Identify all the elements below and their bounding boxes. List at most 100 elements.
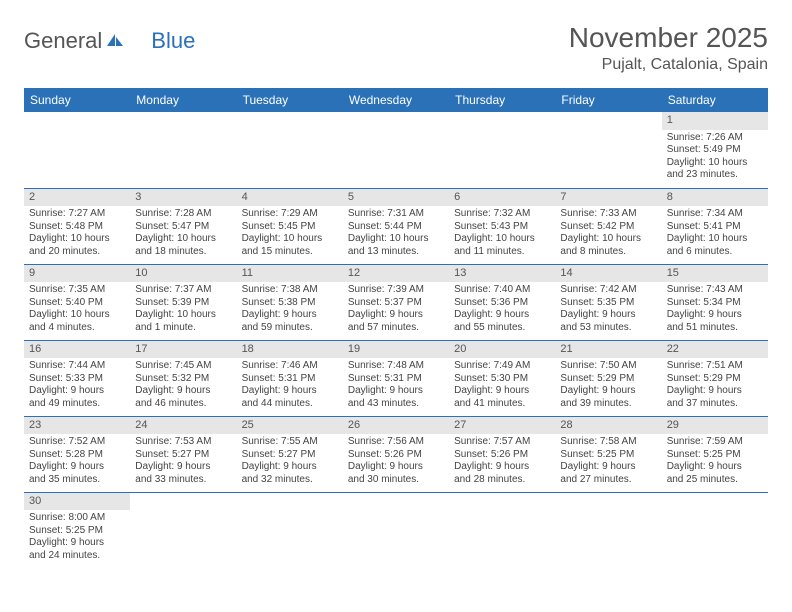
page-title: November 2025 [569,22,768,54]
sunrise-text: Sunrise: 7:40 AM [454,284,550,297]
daylight-text-2: and 43 minutes. [348,398,444,411]
day-number: 25 [237,417,343,435]
calendar-day-cell: 11Sunrise: 7:38 AMSunset: 5:38 PMDayligh… [237,264,343,340]
day-details: Sunrise: 7:28 AMSunset: 5:47 PMDaylight:… [130,206,236,262]
weekday-header: Saturday [662,88,768,112]
sunrise-text: Sunrise: 7:52 AM [29,436,125,449]
daylight-text-1: Daylight: 9 hours [560,309,656,322]
sunset-text: Sunset: 5:31 PM [348,373,444,386]
daylight-text-2: and 46 minutes. [135,398,231,411]
day-number: 11 [237,265,343,283]
day-number: 17 [130,341,236,359]
day-details: Sunrise: 7:39 AMSunset: 5:37 PMDaylight:… [343,282,449,338]
daylight-text-1: Daylight: 9 hours [667,309,763,322]
calendar-body: 1Sunrise: 7:26 AMSunset: 5:49 PMDaylight… [24,112,768,568]
calendar-day-cell: 4Sunrise: 7:29 AMSunset: 5:45 PMDaylight… [237,188,343,264]
daylight-text-1: Daylight: 9 hours [560,461,656,474]
weekday-header: Sunday [24,88,130,112]
day-details: Sunrise: 7:45 AMSunset: 5:32 PMDaylight:… [130,358,236,414]
sail-icon [105,28,125,54]
sunset-text: Sunset: 5:33 PM [29,373,125,386]
daylight-text-1: Daylight: 9 hours [560,385,656,398]
sunset-text: Sunset: 5:28 PM [29,449,125,462]
day-details: Sunrise: 7:50 AMSunset: 5:29 PMDaylight:… [555,358,661,414]
sunrise-text: Sunrise: 7:51 AM [667,360,763,373]
day-number: 7 [555,189,661,207]
day-details: Sunrise: 7:57 AMSunset: 5:26 PMDaylight:… [449,434,555,490]
sunrise-text: Sunrise: 7:48 AM [348,360,444,373]
sunset-text: Sunset: 5:49 PM [667,144,763,157]
day-number: 4 [237,189,343,207]
sunset-text: Sunset: 5:31 PM [242,373,338,386]
calendar-day-cell: 22Sunrise: 7:51 AMSunset: 5:29 PMDayligh… [662,340,768,416]
calendar-empty-cell [24,112,130,188]
daylight-text-2: and 15 minutes. [242,246,338,259]
sunrise-text: Sunrise: 7:32 AM [454,208,550,221]
daylight-text-1: Daylight: 10 hours [560,233,656,246]
daylight-text-2: and 23 minutes. [667,169,763,182]
day-number: 28 [555,417,661,435]
daylight-text-1: Daylight: 9 hours [667,461,763,474]
sunrise-text: Sunrise: 8:00 AM [29,512,125,525]
sunrise-text: Sunrise: 7:39 AM [348,284,444,297]
calendar-day-cell: 28Sunrise: 7:58 AMSunset: 5:25 PMDayligh… [555,416,661,492]
sunset-text: Sunset: 5:25 PM [29,525,125,538]
day-number: 13 [449,265,555,283]
daylight-text-2: and 13 minutes. [348,246,444,259]
calendar-week-row: 2Sunrise: 7:27 AMSunset: 5:48 PMDaylight… [24,188,768,264]
calendar-week-row: 23Sunrise: 7:52 AMSunset: 5:28 PM Dayligh… [24,416,768,492]
weekday-header: Monday [130,88,236,112]
daylight-text-1: Daylight: 9 hours [135,385,231,398]
calendar-empty-cell [343,112,449,188]
calendar-day-cell: 20Sunrise: 7:49 AMSunset: 5:30 PMDayligh… [449,340,555,416]
daylight-text-1: Daylight: 9 hours [348,461,444,474]
day-details: Sunrise: 7:27 AMSunset: 5:48 PMDaylight:… [24,206,130,262]
sunrise-text: Sunrise: 7:53 AM [135,436,231,449]
day-details: Sunrise: 7:48 AMSunset: 5:31 PMDaylight:… [343,358,449,414]
day-number: 8 [662,189,768,207]
daylight-text-2: and 24 minutes. [29,550,125,563]
day-details: Sunrise: 7:51 AMSunset: 5:29 PMDaylight:… [662,358,768,414]
daylight-text-1: Daylight: 10 hours [29,309,125,322]
day-number: 6 [449,189,555,207]
calendar-day-cell: 26Sunrise: 7:56 AMSunset: 5:26 PMDayligh… [343,416,449,492]
header: General Blue November 2025 Pujalt, Catal… [24,22,768,74]
sunrise-text: Sunrise: 7:56 AM [348,436,444,449]
sunset-text: Sunset: 5:41 PM [667,221,763,234]
daylight-text-1: Daylight: 9 hours [242,309,338,322]
day-number: 23 [24,417,130,435]
sunrise-text: Sunrise: 7:28 AM [135,208,231,221]
calendar-day-cell: 15Sunrise: 7:43 AMSunset: 5:34 PMDayligh… [662,264,768,340]
sunset-text: Sunset: 5:25 PM [560,449,656,462]
sunset-text: Sunset: 5:27 PM [135,449,231,462]
sunset-text: Sunset: 5:47 PM [135,221,231,234]
sunset-text: Sunset: 5:43 PM [454,221,550,234]
sunset-text: Sunset: 5:35 PM [560,297,656,310]
day-number: 30 [24,493,130,511]
calendar-empty-cell [555,492,661,568]
daylight-text-2: and 37 minutes. [667,398,763,411]
calendar-day-cell: 5Sunrise: 7:31 AMSunset: 5:44 PMDaylight… [343,188,449,264]
daylight-text-1: Daylight: 9 hours [29,385,125,398]
day-number: 3 [130,189,236,207]
daylight-text-1: Daylight: 9 hours [29,537,125,550]
day-details: Sunrise: 7:31 AMSunset: 5:44 PMDaylight:… [343,206,449,262]
daylight-text-1: Daylight: 10 hours [348,233,444,246]
calendar-day-cell: 23Sunrise: 7:52 AMSunset: 5:28 PMDayligh… [24,416,130,492]
calendar-empty-cell [449,492,555,568]
day-number: 14 [555,265,661,283]
daylight-text-2: and 33 minutes. [135,474,231,487]
daylight-text-2: and 55 minutes. [454,322,550,335]
day-number: 26 [343,417,449,435]
daylight-text-2: and 30 minutes. [348,474,444,487]
sunrise-text: Sunrise: 7:59 AM [667,436,763,449]
calendar-day-cell: 24Sunrise: 7:53 AMSunset: 5:27 PMDayligh… [130,416,236,492]
sunrise-text: Sunrise: 7:50 AM [560,360,656,373]
sunrise-text: Sunrise: 7:49 AM [454,360,550,373]
daylight-text-1: Daylight: 9 hours [242,385,338,398]
sunset-text: Sunset: 5:26 PM [348,449,444,462]
sunset-text: Sunset: 5:48 PM [29,221,125,234]
title-block: November 2025 Pujalt, Catalonia, Spain [569,22,768,74]
daylight-text-1: Daylight: 9 hours [454,385,550,398]
daylight-text-1: Daylight: 9 hours [454,461,550,474]
